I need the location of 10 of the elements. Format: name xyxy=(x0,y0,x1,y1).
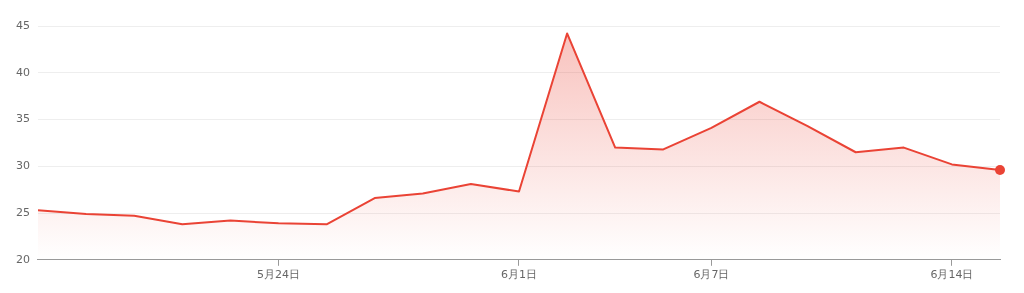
y-tick-label: 25 xyxy=(16,205,30,219)
x-tick-label: 6月7日 xyxy=(693,268,730,282)
y-tick-label: 20 xyxy=(16,252,30,266)
y-tick-label: 40 xyxy=(16,65,30,79)
y-tick-label: 35 xyxy=(16,112,30,126)
x-tick-label: 6月14日 xyxy=(930,268,974,282)
x-tick-label: 5月24日 xyxy=(257,268,300,282)
y-tick-label: 30 xyxy=(16,159,30,173)
x-tick-label: 6月1日 xyxy=(501,268,537,282)
y-tick-label: 45 xyxy=(16,18,30,32)
